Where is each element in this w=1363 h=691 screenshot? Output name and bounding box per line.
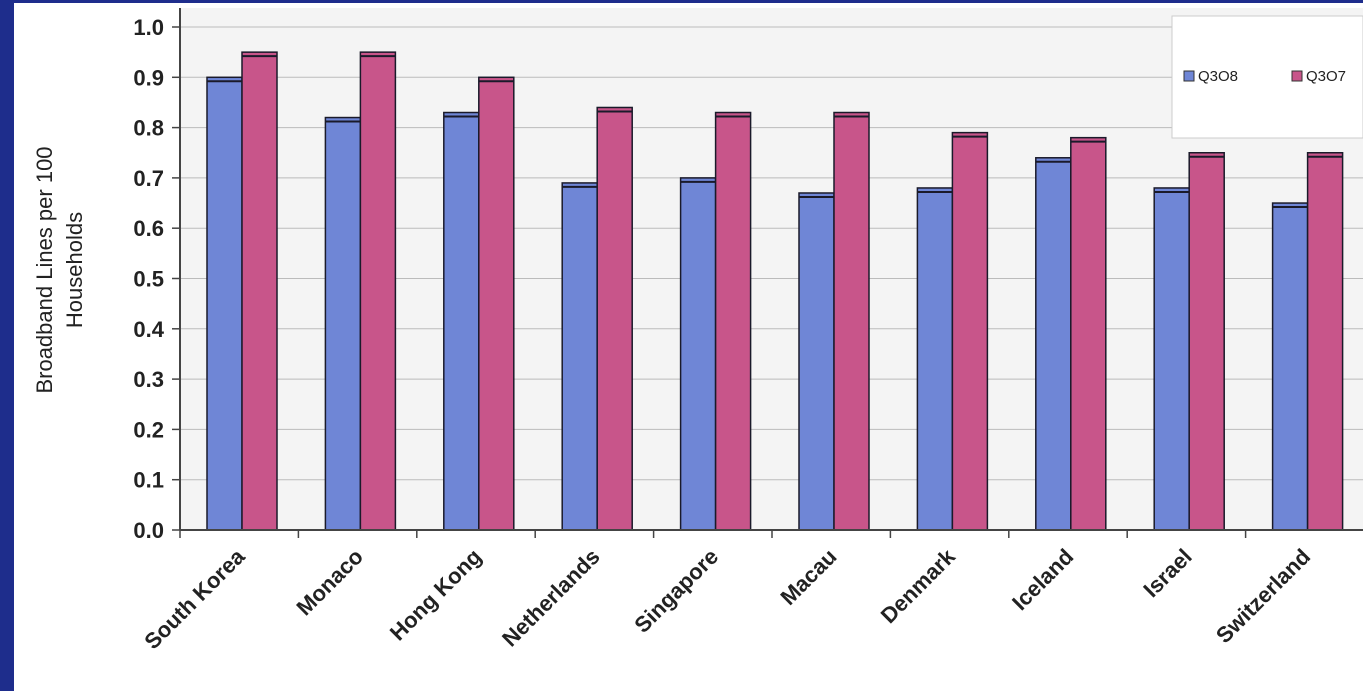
x-category-label: Switzerland: [1211, 544, 1315, 648]
x-category-label: Singapore: [629, 544, 723, 638]
y-axis-title-line-2: Households: [62, 212, 87, 328]
legend-swatch-q3o7: [1291, 70, 1303, 82]
bar-q3o7: [951, 131, 989, 531]
legend: Q3O8 Q3O7: [1171, 15, 1363, 139]
x-category-label: Iceland: [1007, 544, 1078, 615]
x-category-label: Hong Kong: [385, 544, 486, 645]
y-tick-label: 0.8: [133, 116, 164, 141]
bar-q3o7: [1306, 152, 1344, 531]
legend-label-q3o7: Q3O7: [1306, 68, 1346, 85]
bar-q3o8: [1153, 187, 1190, 531]
bar-q3o7: [1188, 152, 1225, 531]
bar-q3o7: [241, 51, 278, 531]
x-category-label: Denmark: [876, 543, 961, 628]
x-category-label: Netherlands: [497, 544, 605, 652]
y-tick-label: 1.0: [133, 15, 164, 40]
bar-q3o8: [1271, 202, 1309, 531]
y-tick-label: 0.0: [133, 518, 164, 543]
y-tick-label: 0.3: [133, 367, 164, 392]
bar-q3o8: [916, 187, 954, 531]
y-tick-label: 0.2: [133, 417, 164, 442]
legend-label-q3o8: Q3O8: [1198, 68, 1238, 85]
bar-q3o7: [359, 51, 397, 531]
y-tick-label: 0.5: [133, 267, 164, 292]
bar-q3o8: [206, 76, 243, 531]
x-category-label: Macau: [775, 544, 841, 610]
bars: [206, 51, 1344, 531]
y-tick-label: 0.1: [133, 468, 164, 493]
y-axis-ticks: 0.0 0.1 0.2 0.3 0.4 0.5 0.6 0.7 0.8 0.9 1.0: [133, 15, 180, 543]
slide-frame-top: [0, 0, 1363, 3]
x-category-label: Monaco: [291, 544, 367, 620]
y-tick-label: 0.9: [133, 65, 164, 90]
x-axis-labels: South Korea Monaco Hong Kong Netherlands Sin…: [139, 530, 1315, 654]
bar-q3o7: [596, 106, 633, 531]
y-tick-label: 0.6: [133, 216, 164, 241]
bar-q3o7: [833, 111, 870, 531]
slide-frame-left: [0, 0, 14, 691]
bar-q3o8: [561, 182, 598, 531]
y-axis-title: Broadband Lines per 100 Households: [32, 146, 87, 393]
bar-q3o8: [324, 116, 362, 531]
legend-swatch-q3o8: [1183, 70, 1195, 82]
y-tick-label: 0.4: [133, 317, 164, 342]
bar-q3o7: [714, 111, 752, 531]
y-tick-label: 0.7: [133, 166, 164, 191]
bar-q3o8: [443, 111, 480, 531]
bar-q3o8: [798, 192, 835, 531]
bar-q3o8: [1035, 157, 1072, 531]
y-axis-title-line-1: Broadband Lines per 100: [32, 146, 57, 393]
x-category-label: Israel: [1138, 544, 1196, 602]
bar-q3o7: [478, 76, 515, 531]
bar-q3o7: [1070, 136, 1107, 531]
x-category-label: South Korea: [139, 543, 250, 654]
legend-box: [1171, 15, 1363, 139]
bar-q3o8: [679, 177, 717, 531]
